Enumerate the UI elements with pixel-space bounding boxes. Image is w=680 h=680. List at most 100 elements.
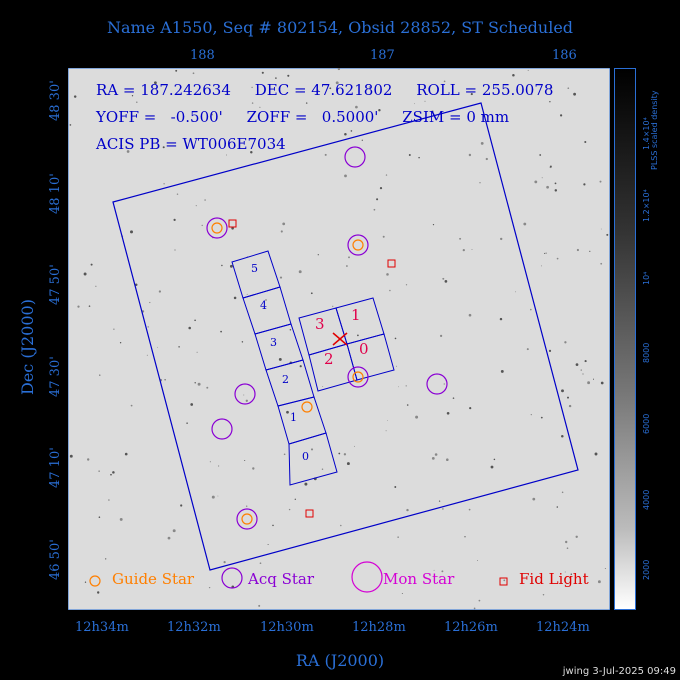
background-star bbox=[280, 230, 283, 233]
background-star bbox=[220, 330, 222, 333]
background-star bbox=[353, 445, 355, 447]
background-star bbox=[298, 270, 302, 274]
guide-stars bbox=[211, 222, 364, 525]
background-star bbox=[452, 397, 455, 399]
s-chip-label-1: 1 bbox=[290, 411, 297, 424]
background-star bbox=[87, 458, 90, 461]
background-star bbox=[178, 346, 180, 348]
colorbar-tick-12000: 1.2×10⁴ bbox=[642, 189, 651, 222]
background-star bbox=[119, 517, 123, 521]
background-star bbox=[195, 205, 197, 207]
background-star bbox=[468, 313, 472, 317]
background-star bbox=[406, 404, 409, 406]
background-star bbox=[192, 72, 195, 75]
background-star bbox=[584, 360, 587, 363]
background-star bbox=[180, 504, 183, 507]
background-star bbox=[83, 272, 87, 276]
background-star bbox=[131, 95, 134, 97]
background-star bbox=[568, 404, 572, 408]
background-star bbox=[573, 92, 576, 96]
background-star bbox=[322, 386, 324, 388]
background-star bbox=[69, 454, 73, 458]
background-star bbox=[98, 516, 101, 518]
background-star bbox=[241, 341, 244, 343]
legend-acq-star: Acq Star bbox=[248, 570, 315, 588]
background-star bbox=[544, 252, 546, 254]
x-tick-12h26m: 12h26m bbox=[444, 620, 498, 635]
background-star bbox=[433, 569, 435, 571]
background-star bbox=[188, 326, 191, 330]
background-star bbox=[130, 404, 133, 407]
background-star bbox=[385, 430, 387, 432]
background-star bbox=[376, 198, 379, 201]
background-star bbox=[126, 150, 130, 153]
background-star bbox=[567, 87, 570, 90]
background-star bbox=[401, 593, 403, 594]
background-star bbox=[546, 185, 549, 189]
background-star bbox=[405, 284, 408, 286]
background-star bbox=[534, 180, 538, 184]
background-star bbox=[530, 308, 532, 311]
background-star bbox=[246, 293, 248, 295]
background-star bbox=[113, 328, 115, 330]
background-star bbox=[174, 249, 176, 251]
s-chip-label-4: 4 bbox=[260, 299, 267, 312]
background-star bbox=[250, 151, 253, 154]
background-star bbox=[163, 183, 165, 185]
i-chip-label-0: 0 bbox=[359, 340, 369, 358]
s-chip-label-2: 2 bbox=[282, 373, 289, 386]
background-star bbox=[88, 305, 91, 307]
background-star bbox=[149, 301, 151, 304]
background-star bbox=[446, 458, 449, 461]
background-star bbox=[211, 495, 215, 499]
background-star bbox=[556, 257, 559, 260]
background-star bbox=[176, 193, 179, 195]
info-line-2: YOFF = -0.500' ZOFF = 0.5000' ZSIM = 0 m… bbox=[96, 108, 510, 126]
background-star bbox=[540, 265, 542, 267]
background-star bbox=[210, 113, 213, 116]
background-star bbox=[382, 235, 385, 238]
background-star bbox=[431, 110, 434, 113]
background-star bbox=[592, 378, 595, 380]
background-star bbox=[428, 583, 430, 584]
background-star bbox=[261, 71, 264, 74]
background-star bbox=[600, 262, 603, 265]
background-star bbox=[259, 562, 262, 565]
top-tick-186: 186 bbox=[552, 48, 577, 63]
background-star bbox=[527, 69, 529, 71]
background-star bbox=[73, 95, 77, 98]
top-tick-187: 187 bbox=[370, 48, 395, 63]
background-star bbox=[570, 573, 573, 576]
background-star bbox=[105, 558, 107, 560]
background-star bbox=[217, 495, 219, 497]
background-star bbox=[600, 228, 602, 230]
background-star bbox=[223, 561, 226, 564]
background-star bbox=[147, 326, 149, 328]
background-star bbox=[589, 250, 591, 252]
background-star bbox=[201, 224, 203, 227]
background-star bbox=[554, 189, 558, 192]
background-star bbox=[272, 524, 274, 527]
background-star bbox=[265, 299, 267, 301]
background-star bbox=[485, 157, 488, 161]
background-star bbox=[561, 434, 564, 438]
background-star bbox=[208, 586, 211, 589]
background-star bbox=[346, 462, 350, 466]
background-star bbox=[526, 348, 529, 351]
info-line-3: ACIS PB = WT006E7034 bbox=[96, 135, 286, 153]
colorbar bbox=[614, 68, 636, 610]
background-star bbox=[479, 182, 481, 184]
background-star bbox=[245, 505, 248, 507]
background-star bbox=[251, 86, 253, 89]
background-star bbox=[387, 420, 388, 421]
background-star bbox=[164, 379, 166, 381]
background-star bbox=[267, 543, 269, 546]
background-star bbox=[530, 413, 532, 416]
colorbar-title: PLSS scaled density bbox=[650, 90, 659, 170]
background-star bbox=[386, 273, 389, 276]
background-star bbox=[243, 394, 245, 396]
background-star bbox=[379, 187, 383, 190]
background-star bbox=[477, 560, 478, 561]
background-star bbox=[564, 341, 567, 344]
